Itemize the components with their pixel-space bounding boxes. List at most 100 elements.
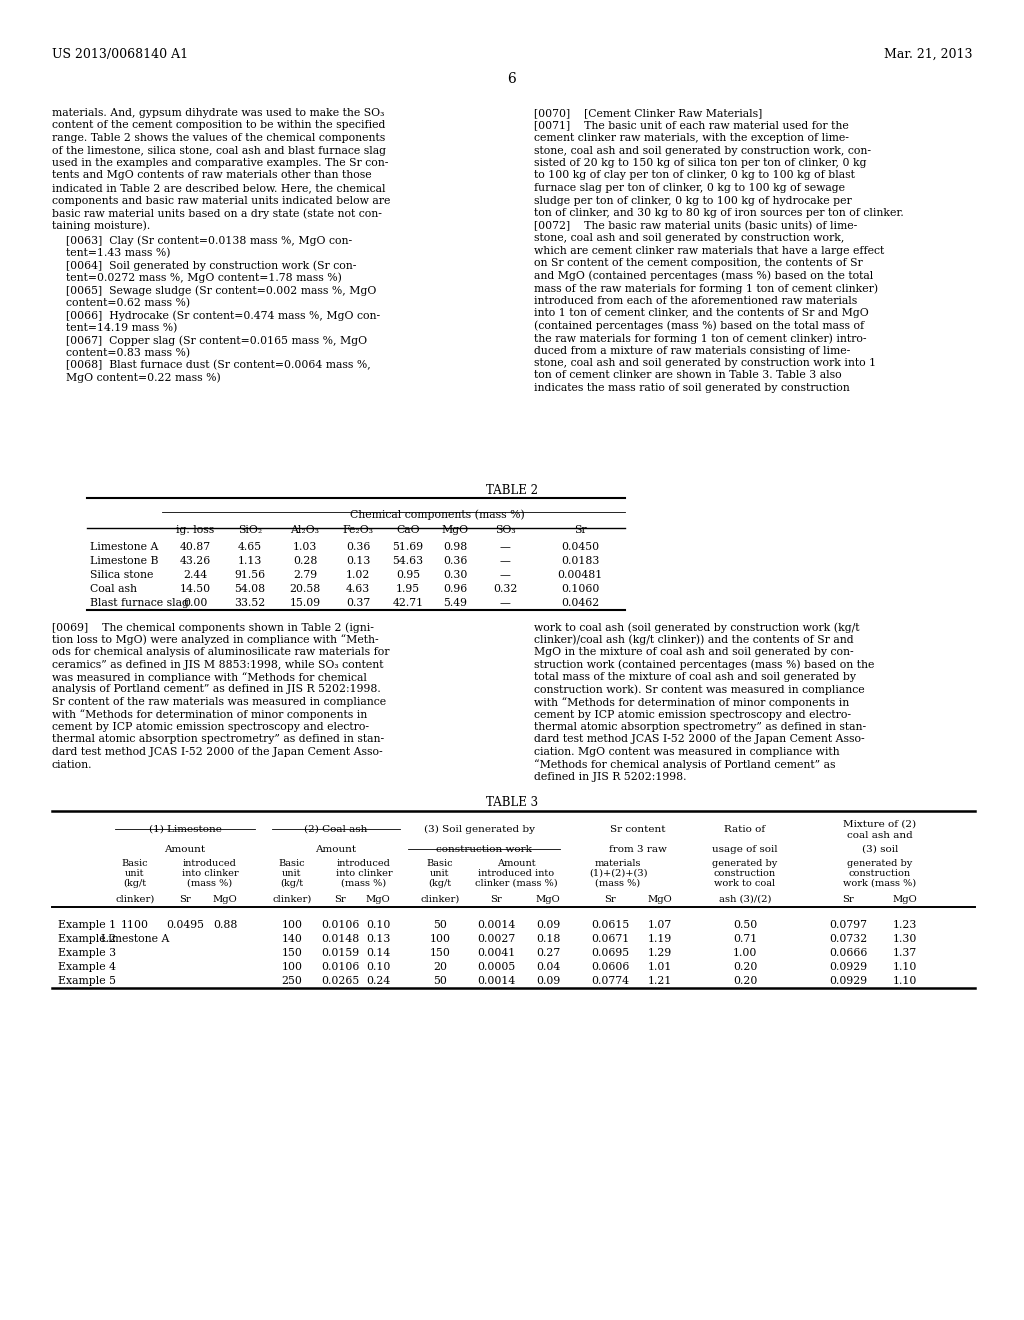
Text: 150: 150 xyxy=(429,948,451,957)
Text: 0.0005: 0.0005 xyxy=(477,961,515,972)
Text: [0070]    [Cement Clinker Raw Materials]: [0070] [Cement Clinker Raw Materials] xyxy=(534,108,762,117)
Text: 0.0495: 0.0495 xyxy=(166,920,204,929)
Text: 2.44: 2.44 xyxy=(183,570,207,579)
Text: Example 4: Example 4 xyxy=(58,961,116,972)
Text: 1.37: 1.37 xyxy=(893,948,918,957)
Text: Amount: Amount xyxy=(315,845,356,854)
Text: 0.0014: 0.0014 xyxy=(477,920,515,929)
Text: 0.0041: 0.0041 xyxy=(477,948,515,957)
Text: 0.0106: 0.0106 xyxy=(321,920,359,929)
Text: MgO: MgO xyxy=(536,895,560,903)
Text: 0.0462: 0.0462 xyxy=(561,598,599,609)
Text: mass of the raw materials for forming 1 ton of cement clinker): mass of the raw materials for forming 1 … xyxy=(534,282,879,293)
Text: stone, coal ash and soil generated by construction work into 1: stone, coal ash and soil generated by co… xyxy=(534,358,877,368)
Text: MgO: MgO xyxy=(893,895,918,903)
Text: Al₂O₃: Al₂O₃ xyxy=(291,525,319,535)
Text: Example 3: Example 3 xyxy=(58,948,116,957)
Text: Example 1: Example 1 xyxy=(58,920,116,929)
Text: 1.23: 1.23 xyxy=(893,920,918,929)
Text: 50: 50 xyxy=(433,975,446,986)
Text: cement by ICP atomic emission spectroscopy and electro-: cement by ICP atomic emission spectrosco… xyxy=(52,722,369,733)
Text: the raw materials for forming 1 ton of cement clinker) intro-: the raw materials for forming 1 ton of c… xyxy=(534,333,866,343)
Text: (contained percentages (mass %) based on the total mass of: (contained percentages (mass %) based on… xyxy=(534,321,864,331)
Text: 20.58: 20.58 xyxy=(290,583,321,594)
Text: introduced: introduced xyxy=(183,858,237,867)
Text: on Sr content of the cement composition, the contents of Sr: on Sr content of the cement composition,… xyxy=(534,257,863,268)
Text: 0.36: 0.36 xyxy=(442,556,467,566)
Text: (mass %): (mass %) xyxy=(341,879,387,887)
Text: 0.0929: 0.0929 xyxy=(829,961,867,972)
Text: work to coal: work to coal xyxy=(715,879,775,887)
Text: clinker (mass %): clinker (mass %) xyxy=(475,879,557,887)
Text: 0.00481: 0.00481 xyxy=(557,570,603,579)
Text: 14.50: 14.50 xyxy=(179,583,211,594)
Text: Fe₂O₃: Fe₂O₃ xyxy=(342,525,374,535)
Text: introduced into: introduced into xyxy=(478,869,554,878)
Text: 1.13: 1.13 xyxy=(238,556,262,566)
Text: 0.0774: 0.0774 xyxy=(591,975,629,986)
Text: tents and MgO contents of raw materials other than those: tents and MgO contents of raw materials … xyxy=(52,170,372,181)
Text: work to coal ash (soil generated by construction work (kg/t: work to coal ash (soil generated by cons… xyxy=(534,622,859,632)
Text: duced from a mixture of raw materials consisting of lime-: duced from a mixture of raw materials co… xyxy=(534,346,850,355)
Text: 0.09: 0.09 xyxy=(536,975,560,986)
Text: ton of clinker, and 30 kg to 80 kg of iron sources per ton of clinker.: ton of clinker, and 30 kg to 80 kg of ir… xyxy=(534,209,904,218)
Text: MgO: MgO xyxy=(213,895,238,903)
Text: 0.0732: 0.0732 xyxy=(828,933,867,944)
Text: unit: unit xyxy=(125,869,144,878)
Text: analysis of Portland cement” as defined in JIS R 5202:1998.: analysis of Portland cement” as defined … xyxy=(52,685,381,694)
Text: and MgO (contained percentages (mass %) based on the total: and MgO (contained percentages (mass %) … xyxy=(534,271,873,281)
Text: 0.71: 0.71 xyxy=(733,933,757,944)
Text: 1.95: 1.95 xyxy=(396,583,420,594)
Text: 43.26: 43.26 xyxy=(179,556,211,566)
Text: 0.0148: 0.0148 xyxy=(321,933,359,944)
Text: [0069]    The chemical components shown in Table 2 (igni-: [0069] The chemical components shown in … xyxy=(52,622,374,632)
Text: construction work). Sr content was measured in compliance: construction work). Sr content was measu… xyxy=(534,685,864,696)
Text: 0.0183: 0.0183 xyxy=(561,556,599,566)
Text: taining moisture).: taining moisture). xyxy=(52,220,151,231)
Text: ceramics” as defined in JIS M 8853:1998, while SO₃ content: ceramics” as defined in JIS M 8853:1998,… xyxy=(52,660,384,669)
Text: (3) soil: (3) soil xyxy=(862,845,898,854)
Text: 1.07: 1.07 xyxy=(648,920,672,929)
Text: materials: materials xyxy=(595,858,641,867)
Text: (2) Coal ash: (2) Coal ash xyxy=(304,825,368,833)
Text: 0.27: 0.27 xyxy=(536,948,560,957)
Text: 0.88: 0.88 xyxy=(213,920,238,929)
Text: [0066]  Hydrocake (Sr content=0.474 mass %, MgO con-: [0066] Hydrocake (Sr content=0.474 mass … xyxy=(52,310,380,321)
Text: cement clinker raw materials, with the exception of lime-: cement clinker raw materials, with the e… xyxy=(534,133,849,143)
Text: 0.09: 0.09 xyxy=(536,920,560,929)
Text: Mixture of (2): Mixture of (2) xyxy=(844,820,916,829)
Text: (3) Soil generated by: (3) Soil generated by xyxy=(425,825,536,834)
Text: clinker)/coal ash (kg/t clinker)) and the contents of Sr and: clinker)/coal ash (kg/t clinker)) and th… xyxy=(534,635,854,645)
Text: Sr: Sr xyxy=(604,895,615,903)
Text: Silica stone: Silica stone xyxy=(90,570,154,579)
Text: SiO₂: SiO₂ xyxy=(238,525,262,535)
Text: —: — xyxy=(500,556,510,566)
Text: tent=14.19 mass %): tent=14.19 mass %) xyxy=(52,322,177,333)
Text: indicates the mass ratio of soil generated by construction: indicates the mass ratio of soil generat… xyxy=(534,383,850,393)
Text: US 2013/0068140 A1: US 2013/0068140 A1 xyxy=(52,48,188,61)
Text: construction work: construction work xyxy=(436,845,531,854)
Text: 33.52: 33.52 xyxy=(234,598,265,609)
Text: Blast furnace slag: Blast furnace slag xyxy=(90,598,188,609)
Text: 1.29: 1.29 xyxy=(648,948,672,957)
Text: used in the examples and comparative examples. The Sr con-: used in the examples and comparative exa… xyxy=(52,158,388,168)
Text: 140: 140 xyxy=(282,933,302,944)
Text: dard test method JCAS I-52 2000 of the Japan Cement Asso-: dard test method JCAS I-52 2000 of the J… xyxy=(534,734,864,744)
Text: (1) Limestone: (1) Limestone xyxy=(148,825,221,833)
Text: SO₃: SO₃ xyxy=(495,525,515,535)
Text: 0.10: 0.10 xyxy=(366,961,390,972)
Text: “Methods for chemical analysis of Portland cement” as: “Methods for chemical analysis of Portla… xyxy=(534,759,836,771)
Text: 2.79: 2.79 xyxy=(293,570,317,579)
Text: clinker): clinker) xyxy=(116,895,155,903)
Text: 1.19: 1.19 xyxy=(648,933,672,944)
Text: 6: 6 xyxy=(508,73,516,86)
Text: 0.98: 0.98 xyxy=(442,543,467,552)
Text: —: — xyxy=(500,543,510,552)
Text: TABLE 3: TABLE 3 xyxy=(486,796,538,809)
Text: generated by: generated by xyxy=(713,858,777,867)
Text: Coal ash: Coal ash xyxy=(90,583,137,594)
Text: 4.63: 4.63 xyxy=(346,583,370,594)
Text: usage of soil: usage of soil xyxy=(712,845,778,854)
Text: [0065]  Sewage sludge (Sr content=0.002 mass %, MgO: [0065] Sewage sludge (Sr content=0.002 m… xyxy=(52,285,377,296)
Text: unit: unit xyxy=(430,869,450,878)
